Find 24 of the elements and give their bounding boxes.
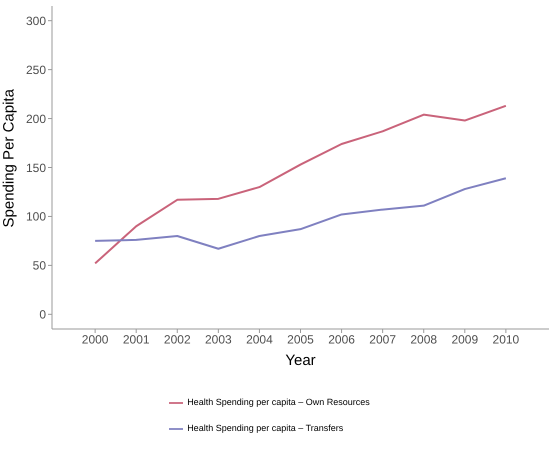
x-tick-label: 2002 bbox=[164, 332, 191, 347]
y-tick-label: 200 bbox=[26, 112, 46, 126]
x-tick-label: 2009 bbox=[451, 332, 478, 347]
legend-label: Health Spending per capita – Own Resources bbox=[187, 397, 370, 407]
y-tick-label: 0 bbox=[39, 308, 46, 322]
x-tick-label: 2007 bbox=[369, 332, 396, 347]
y-tick-label: 50 bbox=[32, 258, 46, 273]
y-tick-label: 300 bbox=[26, 14, 46, 28]
x-axis-title: Year bbox=[285, 352, 316, 369]
x-tick-label: 2004 bbox=[246, 332, 274, 347]
y-axis-title: Spending Per Capita bbox=[0, 88, 18, 228]
x-tick-label: 2001 bbox=[122, 332, 150, 347]
y-tick-label: 100 bbox=[26, 210, 46, 224]
x-tick-label: 2003 bbox=[205, 332, 232, 347]
line-series bbox=[94, 177, 507, 250]
line-series bbox=[94, 104, 507, 264]
x-tick-label: 2008 bbox=[410, 332, 438, 347]
x-tick-label: 2006 bbox=[328, 332, 356, 347]
y-tick-label: 250 bbox=[26, 62, 46, 77]
x-tick-label: 2005 bbox=[287, 332, 314, 347]
y-tick-label: 150 bbox=[26, 160, 46, 175]
x-tick-label: 2010 bbox=[492, 332, 520, 347]
legend-label: Health Spending per capita – Transfers bbox=[187, 423, 344, 433]
x-tick-label: 2000 bbox=[82, 332, 109, 347]
